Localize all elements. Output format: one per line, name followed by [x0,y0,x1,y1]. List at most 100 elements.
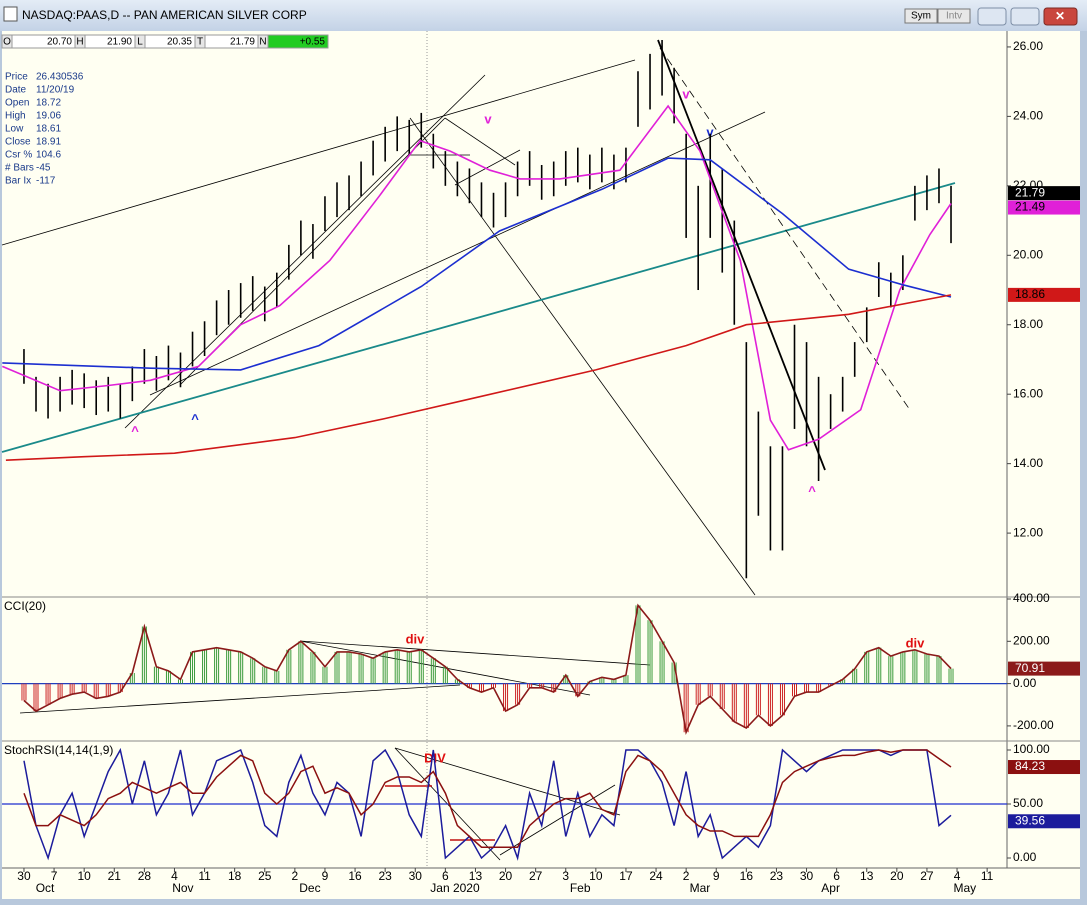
annotation: ^ [808,483,816,498]
ohlc-value: 20.70 [47,37,72,48]
cci-line [23,603,952,735]
x-tick-label: 10 [589,869,603,883]
trendline [444,117,516,166]
x-tick-label: 28 [138,869,152,883]
intv-label: Intv [946,11,962,22]
y-tick-label: 16.00 [1013,386,1043,400]
info-value: -117 [36,176,56,187]
x-tick-label: 20 [890,869,904,883]
trendline [1,59,636,246]
info-value: 104.6 [36,150,61,161]
info-panel: Price 26.430536 Date 11/20/19 Open 18.72 High 1… [5,72,84,187]
info-label: Close [5,137,31,148]
panel-title: CCI(20) [4,599,46,613]
ohlc-key: L [137,37,143,48]
close-button[interactable] [1043,7,1078,26]
y-tick-label: 200.00 [1013,633,1050,647]
value-tag [1008,760,1080,775]
x-tick-label: 2 [683,869,690,883]
x-tick-label: 23 [770,869,784,883]
info-value: 19.06 [36,111,61,122]
value-tag-label: 21.49 [1015,200,1045,214]
sym-button[interactable] [904,8,938,24]
value-tag [1008,287,1080,302]
y-tick-label: 0.00 [1013,850,1037,864]
y-tick-label: -200.00 [1013,718,1054,732]
value-tag-label: 39.56 [1015,813,1045,827]
x-tick-label: 6 [442,869,449,883]
y-tick-label: 14.00 [1013,456,1043,470]
panel-title: StochRSI(14,14(1,9) [4,743,113,757]
y-tick-label: 18.00 [1013,317,1043,331]
x-tick-label: 25 [258,869,272,883]
x-tick-label: 4 [171,869,178,883]
x-tick-label: 20 [499,869,513,883]
x-tick-label: 13 [860,869,874,883]
x-month-label: May [954,881,977,895]
x-tick-label: 30 [409,869,423,883]
x-tick-label: 17 [619,869,633,883]
value-tag [1008,814,1080,829]
x-tick-label: 11 [198,869,211,883]
value-tag-label: 70.91 [1015,661,1045,675]
x-month-label: Dec [299,881,320,895]
ohlc-value: 21.90 [107,37,132,48]
info-value: 18.61 [36,124,61,135]
sym-label: Sym [911,11,931,22]
value-tag [1008,661,1080,676]
y-tick-label: 100.00 [1013,742,1050,756]
stoch-line [23,749,952,848]
x-tick-label: 16 [740,869,754,883]
trendline [1,182,956,453]
x-month-label: Nov [172,881,193,895]
info-value: 11/20/19 [36,85,75,96]
minimize-button[interactable] [977,7,1007,26]
x-month-label: Jan 2020 [430,881,480,895]
info-label: Low [5,124,24,135]
value-tag-label: 18.86 [1015,287,1045,301]
app-icon [3,6,18,22]
y-tick-label: 20.00 [1013,247,1043,261]
y-tick-label: 24.00 [1013,109,1043,123]
x-tick-label: 9 [713,869,720,883]
x-tick-label: 6 [833,869,840,883]
trendline [19,684,461,714]
maximize-button[interactable] [1010,7,1040,26]
info-value: -45 [36,163,51,174]
info-label: Bar Ix [5,176,31,187]
x-tick-label: 30 [17,869,31,883]
x-tick-label: 21 [108,869,122,883]
ohlc-value: 20.35 [167,37,192,48]
x-tick-label: 30 [800,869,814,883]
x-tick-label: 11 [981,869,994,883]
y-tick-label: 26.00 [1013,39,1043,53]
x-tick-label: 9 [322,869,329,883]
ohlc-bar: O 20.70 H 21.90 L 20.35 T 21.79 N +0.55 [1,34,329,49]
info-label: # Bars [5,163,34,174]
info-label: High [5,111,26,122]
y-tick-label: 0.00 [1013,676,1037,690]
moving-average [2,157,952,371]
info-label: Csr % [5,150,32,161]
window-title: NASDAQ:PAAS,D -- PAN AMERICAN SILVER COR… [22,8,307,22]
trendline [409,117,756,596]
annotation: v [484,111,492,126]
y-tick-label: 12.00 [1013,525,1043,539]
trendline [454,149,521,186]
x-tick-label: 2 [292,869,299,883]
ohlc-key: O [3,37,11,48]
ohlc-key: T [197,37,203,48]
intv-button[interactable] [937,8,971,24]
x-tick-label: 27 [920,869,934,883]
trendline [149,111,766,396]
x-month-label: Mar [690,881,711,895]
ohlc-key: N [259,37,266,48]
y-tick-label: 400.00 [1013,591,1050,605]
ohlc-value: +0.55 [300,37,326,48]
trendline [299,640,651,666]
x-tick-label: 23 [378,869,392,883]
x-month-label: Feb [570,881,591,895]
x-tick-label: 3 [562,869,569,883]
x-tick-label: 18 [228,869,242,883]
